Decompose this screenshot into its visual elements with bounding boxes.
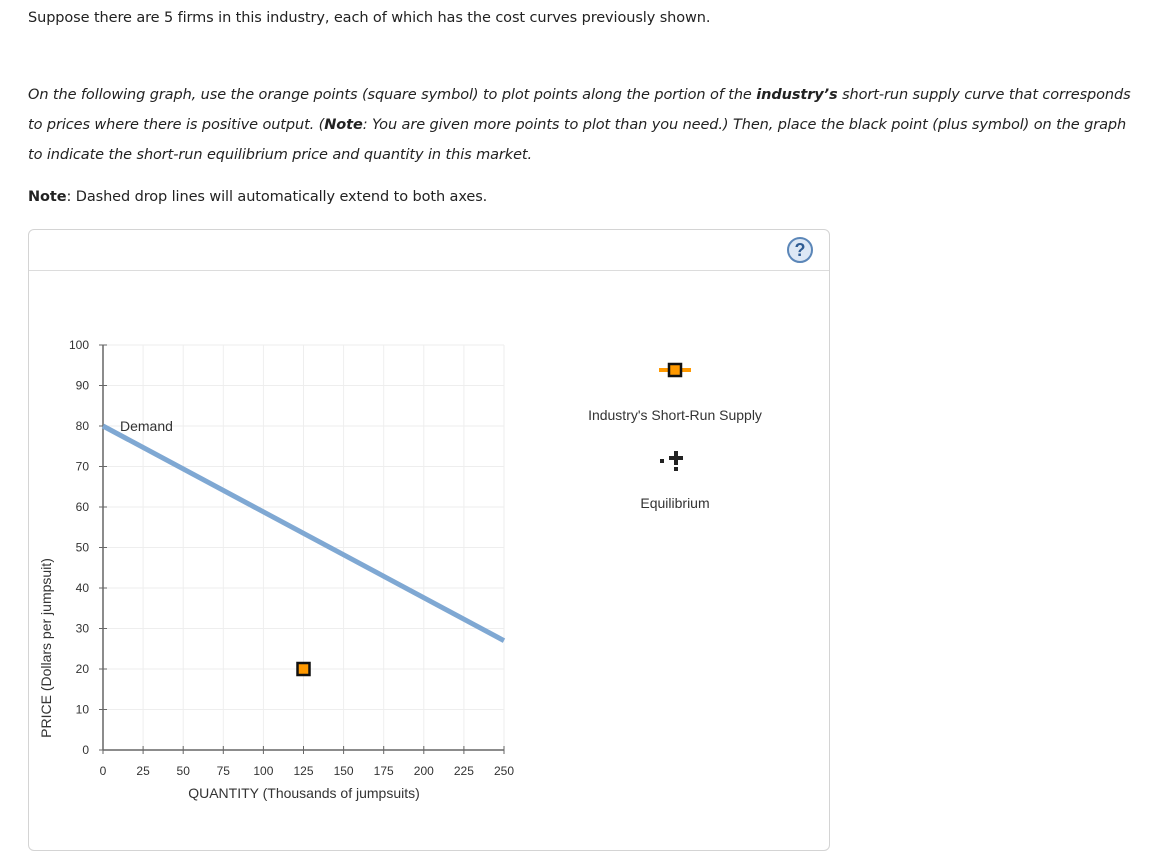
axes [99, 344, 505, 754]
plus-icon-h [669, 456, 683, 460]
legend-equilibrium-label: Equilibrium [640, 495, 709, 511]
help-icon[interactable]: ? [787, 237, 813, 263]
graph-panel: ? 0 25 50 75 100 125 150 175 200 225 250 0 10 20 30 40… [28, 229, 830, 851]
x-tick-label: 150 [334, 764, 354, 778]
y-tick-label: 50 [76, 541, 90, 555]
instruction-bold-industry: industry’s [756, 87, 838, 103]
grid-lines [103, 344, 505, 750]
y-tick-label: 60 [76, 500, 90, 514]
y-tick-label: 70 [76, 460, 90, 474]
chart-canvas[interactable]: 0 25 50 75 100 125 150 175 200 225 250 0 10 20 30 40 50… [29, 230, 829, 830]
y-tick-label: 90 [76, 379, 90, 393]
x-tick-label: 100 [253, 764, 273, 778]
legend-supply-label: Industry's Short-Run Supply [588, 407, 762, 423]
x-tick-label: 225 [454, 764, 474, 778]
x-tick-label: 25 [136, 764, 150, 778]
instruction-part: short-run supply curve that corresponds … [28, 87, 1131, 133]
equilibrium-dropline-v-icon [674, 467, 678, 471]
instruction-part: : You are given more points to plot than… [28, 117, 1127, 163]
demand-curve[interactable] [101, 423, 506, 643]
instruction-part: On the following graph, use the orange p… [28, 87, 757, 103]
intro-text: Suppose there are 5 firms in this indust… [28, 10, 711, 26]
graph-panel-header: ? [29, 230, 829, 271]
y-tick-label: 20 [76, 662, 90, 676]
x-tick-label: 175 [374, 764, 394, 778]
y-axis-title: PRICE (Dollars per jumpsuit) [38, 558, 54, 738]
x-axis-title: QUANTITY (Thousands of jumpsuits) [188, 785, 420, 801]
x-tick-label: 75 [217, 764, 231, 778]
note-text: Note: Dashed drop lines will automatical… [28, 189, 487, 205]
x-tick-label: 200 [414, 764, 434, 778]
instruction-bold-note: Note [324, 117, 363, 133]
y-tick-labels: 0 10 20 30 40 50 60 70 80 90 100 [69, 338, 89, 757]
note-body: : Dashed drop lines will automatically e… [66, 189, 488, 205]
x-tick-label: 250 [494, 764, 514, 778]
note-label: Note [28, 189, 67, 205]
y-tick-label: 0 [82, 743, 89, 757]
instruction-text: On the following graph, use the orange p… [28, 80, 1138, 170]
y-tick-label: 30 [76, 622, 90, 636]
orange-square-icon[interactable] [667, 362, 683, 378]
y-tick-label: 80 [76, 419, 90, 433]
supply-points[interactable] [296, 661, 311, 677]
demand-label: Demand [120, 418, 173, 434]
x-tick-label: 0 [100, 764, 107, 778]
y-tick-label: 100 [69, 338, 89, 352]
y-tick-label: 10 [76, 703, 90, 717]
supply-point-square[interactable] [296, 661, 311, 677]
x-tick-label: 50 [177, 764, 191, 778]
legend-equilibrium-tool[interactable] [660, 451, 683, 471]
x-tick-label: 125 [293, 764, 313, 778]
equilibrium-dropline-h-icon [660, 459, 664, 463]
legend-supply-tool[interactable] [659, 362, 691, 378]
x-tick-labels: 0 25 50 75 100 125 150 175 200 225 250 [100, 764, 515, 778]
y-tick-label: 40 [76, 581, 90, 595]
